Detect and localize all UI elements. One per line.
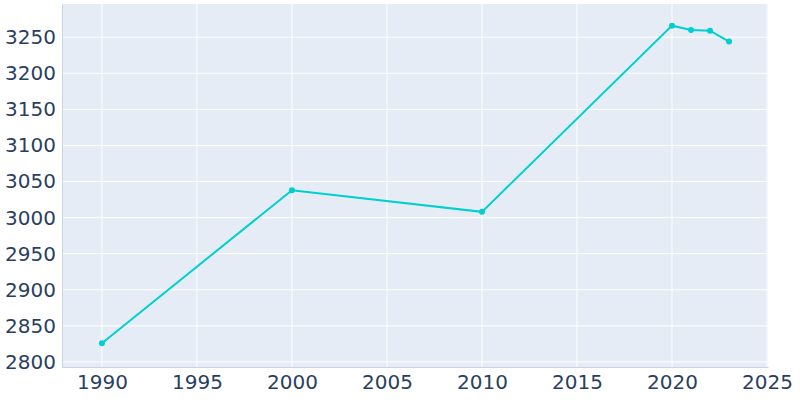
grid-line-y bbox=[62, 361, 768, 362]
tick: 2900 bbox=[5, 278, 62, 302]
tick: 2020 bbox=[647, 367, 698, 394]
grid-line-y bbox=[62, 217, 768, 218]
grid-line-y bbox=[62, 253, 768, 254]
tick: 3250 bbox=[5, 25, 62, 49]
marker bbox=[688, 27, 694, 33]
tick-label: 2015 bbox=[552, 370, 603, 394]
grid-line-y bbox=[62, 181, 768, 182]
tick: 2025 bbox=[742, 367, 793, 394]
tick: 2000 bbox=[267, 367, 318, 394]
tick: 1990 bbox=[77, 367, 128, 394]
grid-line-x bbox=[386, 4, 387, 367]
tick-label: 2000 bbox=[267, 370, 318, 394]
x-axis-line bbox=[63, 367, 769, 368]
grid-line-x bbox=[101, 4, 102, 367]
marker bbox=[99, 340, 105, 346]
marker bbox=[669, 23, 675, 29]
tick-label: 2005 bbox=[362, 370, 413, 394]
x-axis: 1990 1995 2000 2005 2010 2015 2020 2025 bbox=[63, 367, 794, 394]
marker bbox=[726, 39, 732, 45]
grid-line-y bbox=[62, 109, 768, 110]
grid bbox=[62, 4, 768, 367]
tick: 2005 bbox=[362, 367, 413, 394]
plot-background bbox=[62, 4, 768, 367]
tick-label: 3050 bbox=[5, 169, 56, 193]
grid-line-y bbox=[62, 73, 768, 74]
grid-line-x bbox=[672, 4, 673, 367]
tick-label: 3200 bbox=[5, 61, 56, 85]
tick: 3000 bbox=[5, 206, 62, 230]
grid-line-x bbox=[196, 4, 197, 367]
tick: 2015 bbox=[552, 367, 603, 394]
tick-label: 2010 bbox=[457, 370, 508, 394]
tick-label: 3000 bbox=[5, 206, 56, 230]
grid-line-y bbox=[62, 37, 768, 38]
tick: 2010 bbox=[457, 367, 508, 394]
line bbox=[102, 26, 729, 344]
marker bbox=[707, 28, 713, 34]
tick-label: 1990 bbox=[77, 370, 128, 394]
chart: 1990 1995 2000 2005 2010 2015 2020 2025 2800 2850… bbox=[0, 0, 800, 400]
tick-label: 2020 bbox=[647, 370, 698, 394]
grid-line-x bbox=[291, 4, 292, 367]
y-axis: 2800 2850 2900 2950 3000 3050 3100 3150 3200 3250 bbox=[5, 5, 62, 374]
tick: 2950 bbox=[5, 242, 62, 266]
tick: 1995 bbox=[172, 367, 223, 394]
grid-line-x bbox=[481, 4, 482, 367]
series bbox=[99, 23, 732, 347]
tick: 3100 bbox=[5, 133, 62, 157]
grid-line-y bbox=[62, 325, 768, 326]
tick: 3050 bbox=[5, 169, 62, 193]
tick: 2850 bbox=[5, 314, 62, 338]
tick: 3150 bbox=[5, 97, 62, 121]
tick-label: 2850 bbox=[5, 314, 56, 338]
tick-label: 3250 bbox=[5, 25, 56, 49]
grid-line-x bbox=[767, 4, 768, 367]
tick-label: 3100 bbox=[5, 133, 56, 157]
tick: 2800 bbox=[5, 350, 62, 374]
tick-label: 2025 bbox=[742, 370, 793, 394]
y-axis-line bbox=[62, 5, 63, 368]
tick-label: 3150 bbox=[5, 97, 56, 121]
marker bbox=[479, 209, 485, 215]
grid-line-x bbox=[577, 4, 578, 367]
marker bbox=[289, 187, 295, 193]
tick-label: 2800 bbox=[5, 350, 56, 374]
grid-line-y bbox=[62, 145, 768, 146]
tick: 3200 bbox=[5, 61, 62, 85]
tick-label: 2950 bbox=[5, 242, 56, 266]
tick-label: 2900 bbox=[5, 278, 56, 302]
plot: 1990 1995 2000 2005 2010 2015 2020 2025 2800 2850… bbox=[5, 4, 793, 394]
tick-label: 1995 bbox=[172, 370, 223, 394]
